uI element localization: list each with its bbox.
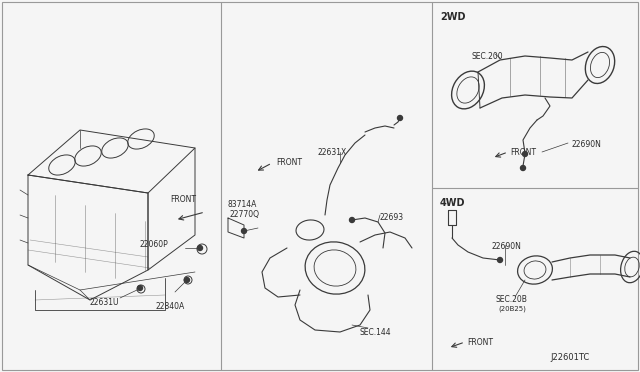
Text: 22690N: 22690N (492, 242, 522, 251)
Circle shape (241, 228, 246, 234)
Circle shape (349, 218, 355, 222)
Text: 22631U: 22631U (90, 298, 120, 307)
Text: FRONT: FRONT (276, 158, 302, 167)
Text: 22060P: 22060P (140, 240, 169, 249)
Text: 22770Q: 22770Q (230, 210, 260, 219)
Circle shape (522, 151, 527, 157)
Text: FRONT: FRONT (170, 195, 196, 204)
Circle shape (497, 257, 502, 263)
Circle shape (198, 246, 202, 250)
Circle shape (184, 278, 189, 282)
Text: SEC.20B: SEC.20B (495, 295, 527, 304)
Text: J22601TC: J22601TC (551, 353, 590, 362)
Text: 22631X: 22631X (318, 148, 348, 157)
Text: 83714A: 83714A (228, 200, 257, 209)
Text: 2WD: 2WD (440, 12, 465, 22)
Text: SEC.200: SEC.200 (472, 52, 504, 61)
Circle shape (138, 285, 143, 291)
Circle shape (397, 115, 403, 121)
Circle shape (520, 166, 525, 170)
Text: 22690N: 22690N (572, 140, 602, 149)
Text: FRONT: FRONT (510, 148, 536, 157)
Text: SEC.144: SEC.144 (360, 328, 392, 337)
Text: 4WD: 4WD (440, 198, 465, 208)
Text: (20B25): (20B25) (498, 305, 526, 311)
Text: 22840A: 22840A (155, 302, 184, 311)
Text: FRONT: FRONT (467, 338, 493, 347)
Text: 22693: 22693 (380, 213, 404, 222)
